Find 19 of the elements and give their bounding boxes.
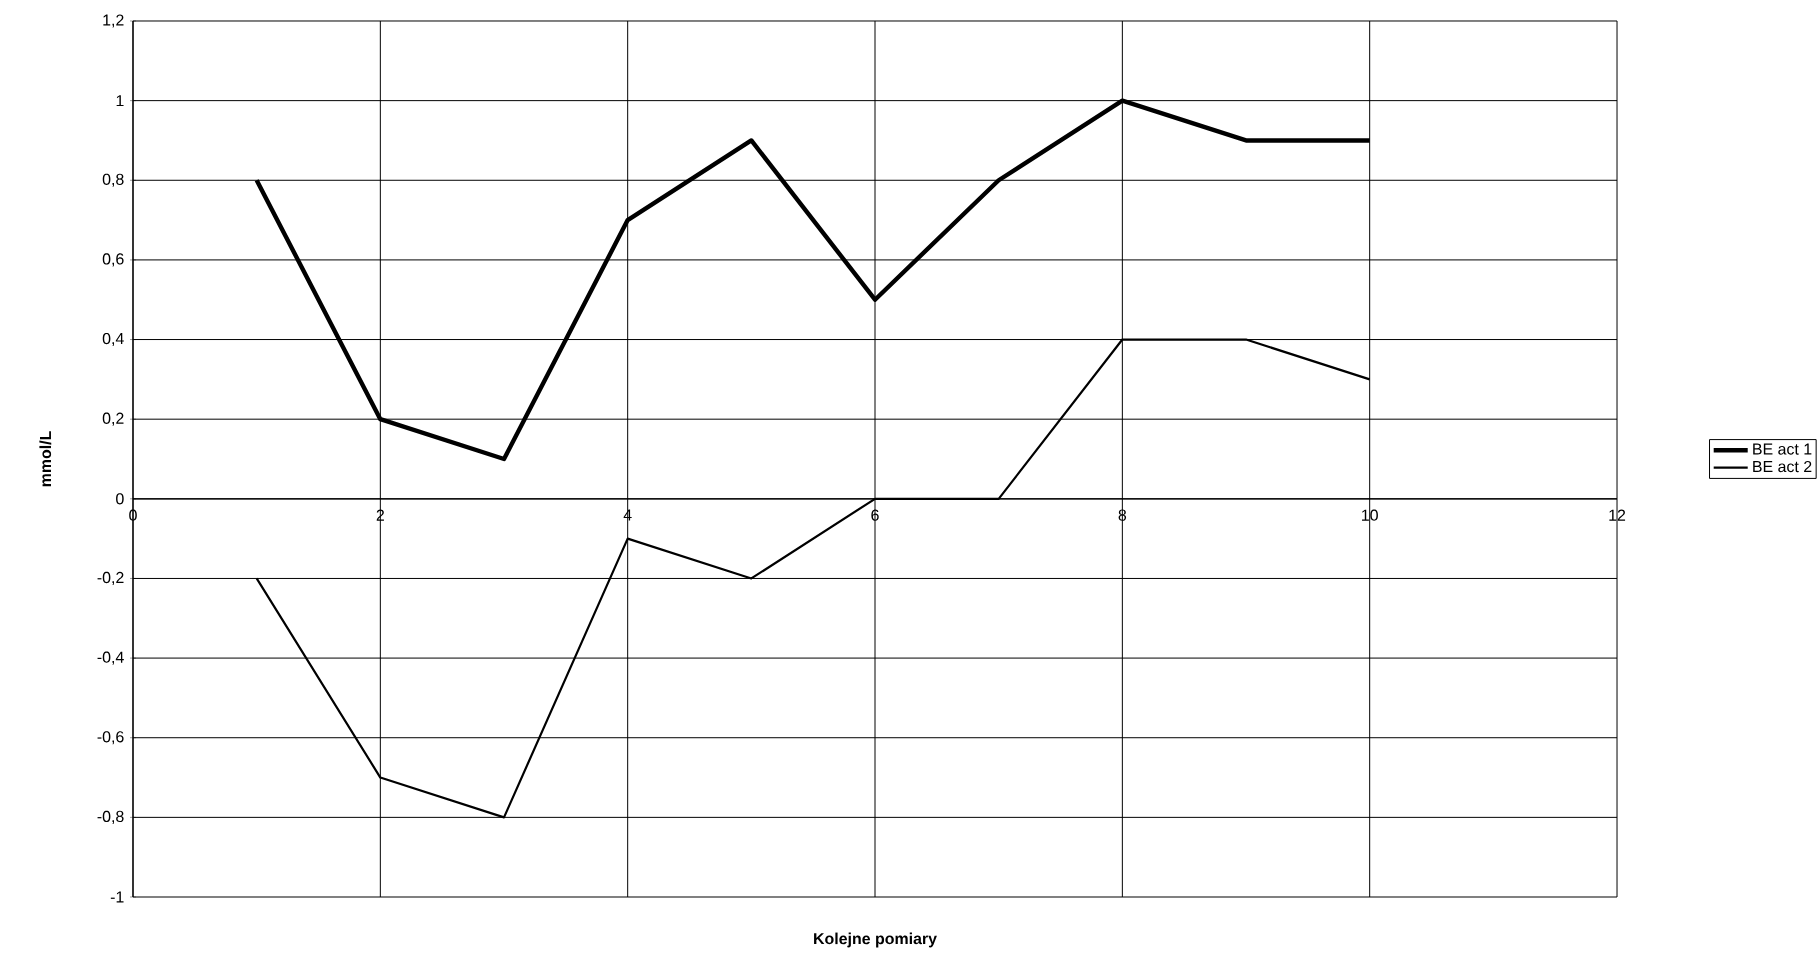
y-tick-label: -0,2 [97, 571, 124, 586]
y-tick-label: -0,6 [97, 731, 124, 745]
y-tick-label: 1,2 [103, 14, 124, 28]
y-axis-title: mmol/L [39, 431, 52, 487]
x-axis-title: Kolejne pomiary [814, 932, 937, 948]
y-tick-label: -0,8 [97, 810, 124, 824]
y-tick-label: 0,8 [102, 173, 124, 187]
legend-label: BE act 1 [1753, 443, 1812, 455]
y-tick-label: 0,6 [102, 253, 124, 267]
line-series [254, 98, 1372, 462]
legend-label: BE act 2 [1753, 460, 1812, 473]
x-tick-label: 6 [871, 509, 879, 521]
y-tick-label: 1 [116, 95, 124, 107]
y-tick-label: 0,2 [102, 412, 124, 426]
x-tick-label: 12 [1609, 509, 1626, 521]
y-tick-label: -0,4 [97, 651, 124, 665]
y-tick-label: 0 [116, 493, 124, 505]
y-tick-label: 0,4 [102, 332, 124, 347]
y-tick-label: -1 [110, 891, 124, 903]
